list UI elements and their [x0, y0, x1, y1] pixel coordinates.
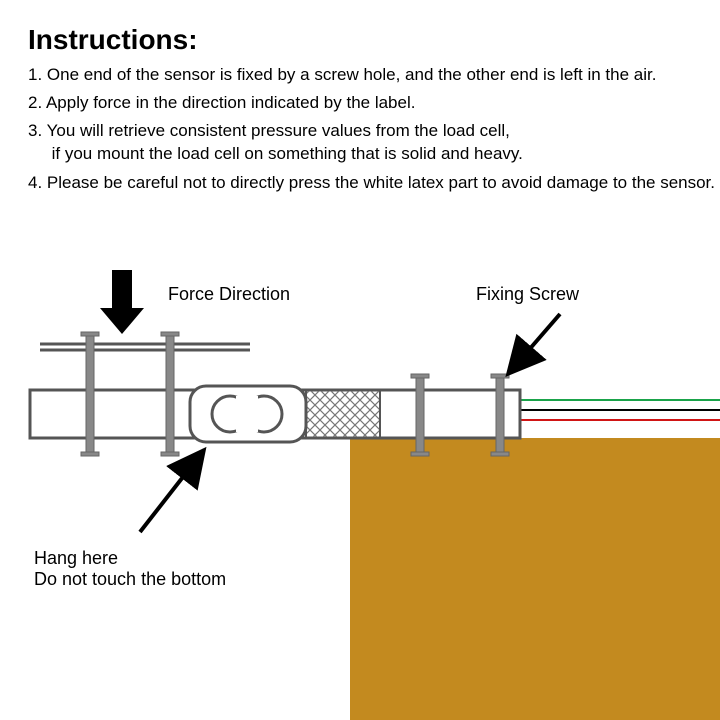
instruction-1: 1. One end of the sensor is fixed by a s…: [28, 64, 656, 87]
wires: [520, 400, 720, 430]
strain-holes: [212, 396, 282, 432]
loadcell-diagram: [0, 270, 720, 720]
force-arrow-icon: [100, 270, 144, 334]
instruction-3: 3. You will retrieve consistent pressure…: [28, 120, 523, 166]
instruction-2: 2. Apply force in the direction indicate…: [28, 92, 415, 115]
hang-here-arrow-icon: [140, 450, 204, 532]
crosshatch-section: [306, 390, 380, 438]
fixing-screw-arrow-icon: [508, 314, 560, 374]
page-title: Instructions:: [28, 24, 198, 56]
base-block: [350, 438, 720, 720]
load-plate: [40, 344, 250, 350]
instruction-4: 4. Please be careful not to directly pre…: [28, 172, 715, 195]
